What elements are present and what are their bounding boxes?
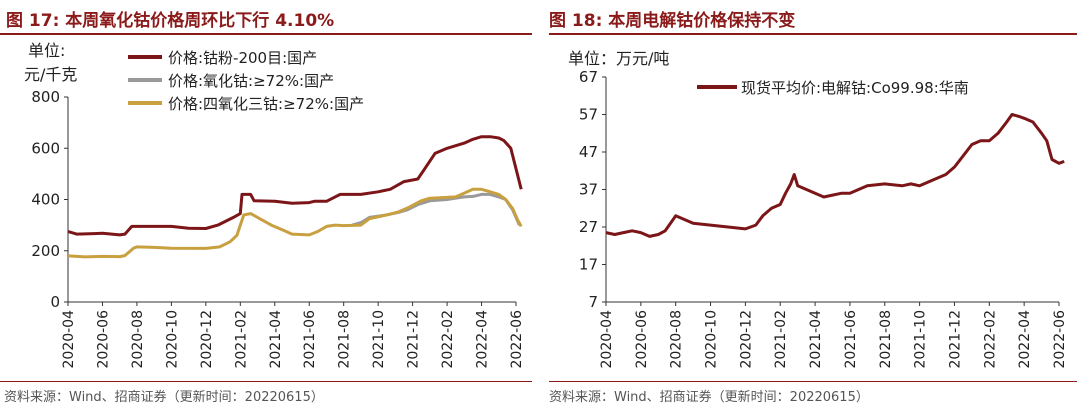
source-rule (549, 381, 1077, 382)
y-tick-label: 37 (579, 181, 598, 199)
y-tick-label: 67 (579, 68, 598, 86)
x-tick-label: 2021-10 (371, 310, 387, 369)
figure-title: 图 18: 本周电解钴价格保持不变 (549, 11, 796, 31)
x-tick-label: 2021-06 (302, 310, 318, 369)
y-tick-label: 7 (588, 293, 598, 311)
chart-panel-left: 图 17: 本周氧化钴价格周环比下行 4.10% 800 600 400 200 0 20… (0, 11, 532, 405)
y-tick-label: 200 (31, 242, 60, 260)
y-axis-unit: 单位: (28, 41, 65, 60)
x-tick-label: 2022-04 (1017, 310, 1033, 369)
x-tick-label: 2021-02 (233, 310, 249, 369)
x-tick-label: 2021-08 (337, 310, 353, 369)
x-tick-label: 2020-10 (704, 310, 720, 369)
x-tick-label: 2020-08 (669, 310, 685, 369)
y-tick-label: 800 (31, 88, 60, 106)
legend-label: 价格:钴粉-200目:国产 (168, 49, 317, 67)
x-tick-label: 2022-04 (475, 310, 491, 369)
title-rule (549, 33, 1077, 35)
legend-label: 现货平均价:电解钴:Co99.98:华南 (741, 79, 969, 97)
x-tick-label: 2020-06 (95, 310, 111, 369)
y-tick-label: 17 (579, 256, 598, 274)
source-note: 资料来源：Wind、招商证券（更新时间：20220615） (4, 390, 324, 405)
x-tick-label: 2021-12 (947, 310, 963, 369)
y-tick-label: 400 (31, 191, 60, 209)
x-tick-label: 2021-10 (913, 310, 929, 369)
x-tick-label: 2022-02 (982, 310, 998, 369)
x-tick-label: 2022-06 (1052, 310, 1068, 369)
legend-label: 价格:四氧化三钴:≥72%:国产 (168, 95, 364, 113)
y-tick-label: 27 (579, 218, 598, 236)
x-tick-label: 2021-06 (843, 310, 859, 369)
x-tick-label: 2021-04 (268, 310, 284, 369)
x-tick-label: 2020-04 (599, 310, 615, 369)
y-tick-label: 0 (50, 293, 60, 311)
series-line-3 (67, 187, 523, 259)
x-tick-label: 2021-02 (773, 310, 789, 369)
x-tick-label: 2020-10 (164, 310, 180, 369)
x-tick-label: 2022-02 (440, 310, 456, 369)
x-tick-label: 2020-08 (130, 310, 146, 369)
figure-title: 图 17: 本周氧化钴价格周环比下行 4.10% (6, 11, 335, 31)
x-tick-label: 2021-04 (808, 310, 824, 369)
y-tick-label: 47 (579, 143, 598, 161)
y-tick-label: 600 (31, 139, 60, 157)
y-axis-unit: 单位：万元/吨 (568, 49, 669, 68)
x-tick-label: 2021-08 (878, 310, 894, 369)
series-line-1 (67, 135, 523, 237)
x-tick-label: 2020-04 (61, 310, 77, 369)
chart-panel-right: 图 18: 本周电解钴价格保持不变 67 57 47 37 27 17 7 2020-04 20… (549, 0, 1080, 409)
x-tick-label: 2022-06 (509, 310, 525, 369)
series-line-1 (605, 113, 1065, 238)
x-tick-label: 2021-12 (406, 310, 422, 369)
x-tick-label: 2020-12 (199, 310, 215, 369)
y-tick-label: 57 (579, 106, 598, 124)
x-tick-label: 2020-06 (634, 310, 650, 369)
y-axis-unit: 元/千克 (24, 65, 77, 84)
source-rule (0, 381, 532, 382)
legend-label: 价格:氧化钴:≥72%:国产 (168, 72, 334, 90)
title-rule (0, 33, 532, 35)
x-tick-label: 2020-12 (738, 310, 754, 369)
source-note: 资料来源：Wind、招商证券（更新时间：20220615） (549, 390, 869, 405)
